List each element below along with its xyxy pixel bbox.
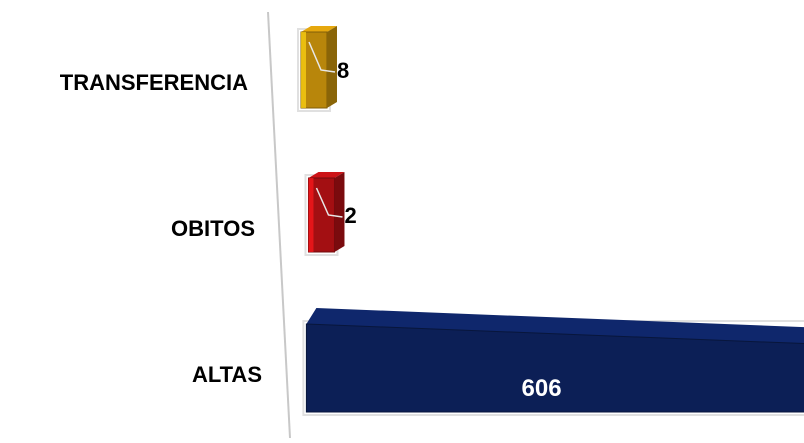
data-label: 2 — [344, 203, 356, 228]
axis-layer — [267, 11, 291, 439]
labels-layer: TRANSFERENCIA 8 OBITOS 2 ALTAS 606 — [60, 58, 562, 402]
bar-top-face — [308, 172, 345, 178]
bar-top-face — [300, 26, 337, 32]
leader-line — [315, 187, 343, 218]
bars-layer — [296, 26, 804, 416]
category-label: TRANSFERENCIA — [60, 70, 248, 95]
axis-line — [267, 11, 291, 439]
bar-side-face — [326, 26, 337, 108]
leader-line — [308, 41, 336, 73]
bar-altas — [302, 308, 804, 416]
bar-top-face — [306, 308, 804, 344]
data-label: 606 — [522, 375, 562, 402]
bar-obitos — [304, 172, 345, 256]
data-label: 8 — [337, 58, 349, 83]
bar-side-face — [334, 172, 345, 252]
bar-front-face — [305, 323, 804, 413]
bar-highlight — [308, 178, 314, 252]
category-label: ALTAS — [192, 362, 262, 387]
bar-highlight — [300, 32, 306, 108]
category-label: OBITOS — [171, 216, 255, 241]
bar-transferencia — [296, 26, 337, 112]
